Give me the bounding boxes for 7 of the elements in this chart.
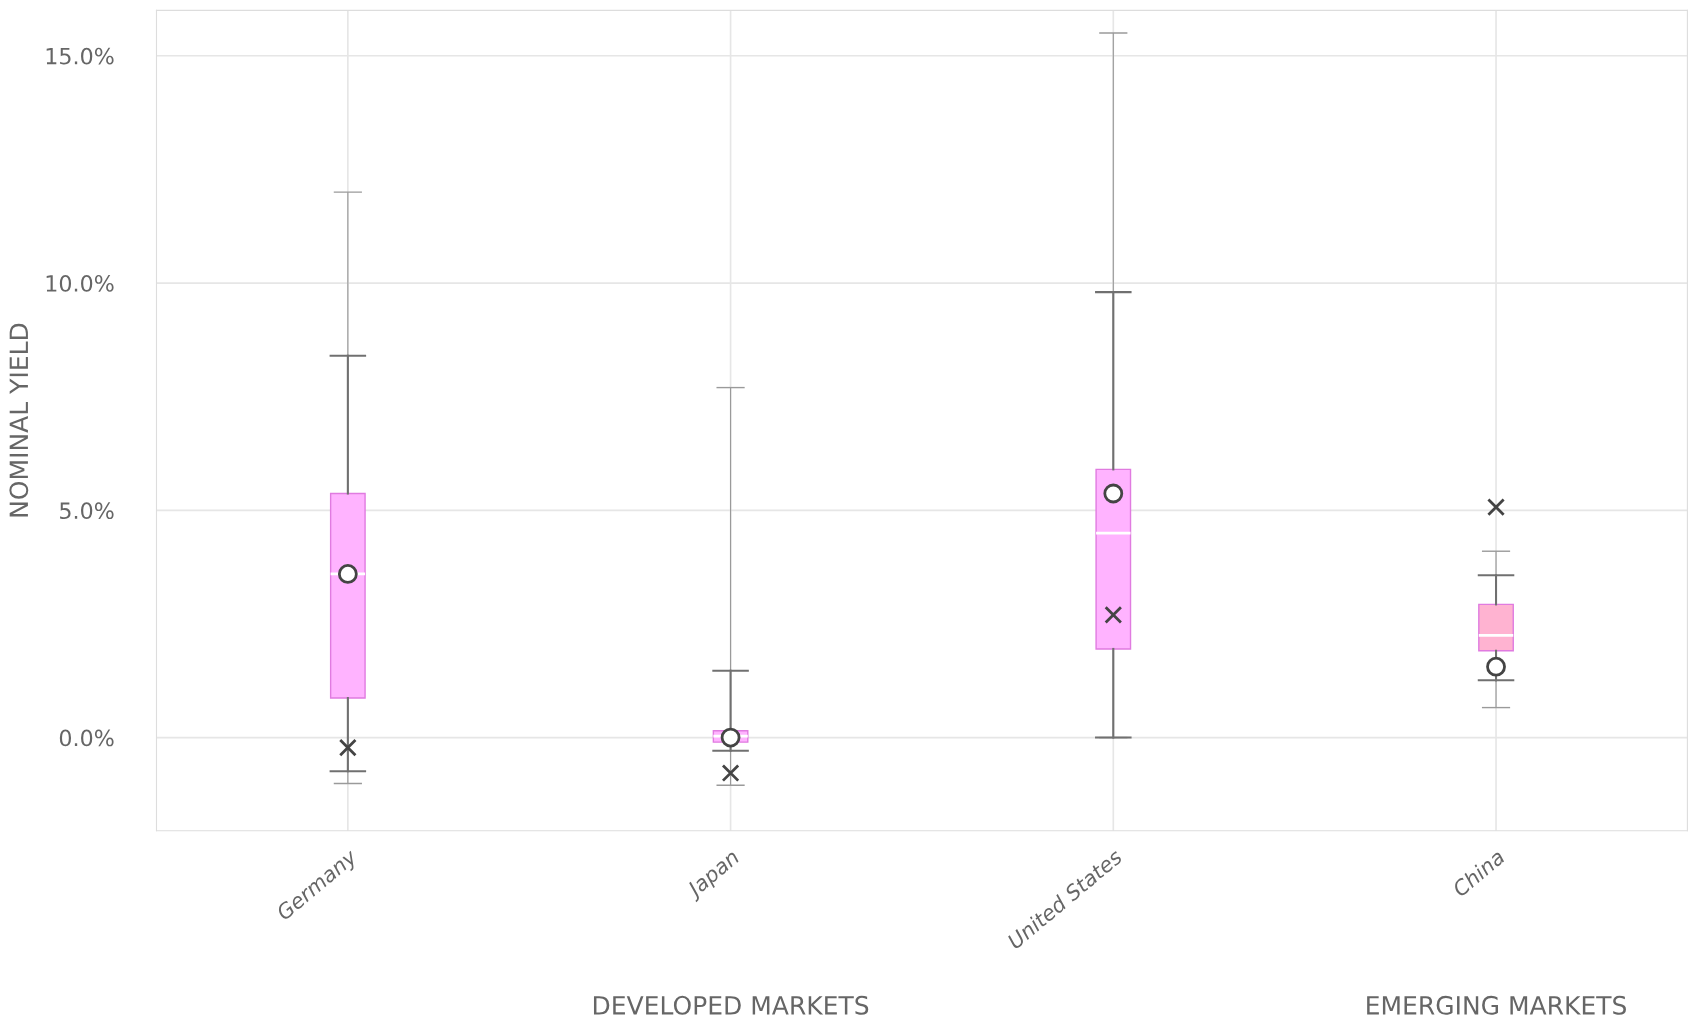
y-axis-title: NOMINAL YIELD [9, 323, 29, 517]
y-tick-label: 15.0% [46, 47, 114, 65]
y-tick-label: 10.0% [46, 274, 114, 292]
y-tick-label: 0.0% [59, 729, 114, 747]
text: EMERGING MARKETS [1367, 995, 1626, 1015]
text: DEVELOPED MARKETS [593, 995, 869, 1015]
y-tick-label: 5.0% [60, 502, 114, 520]
